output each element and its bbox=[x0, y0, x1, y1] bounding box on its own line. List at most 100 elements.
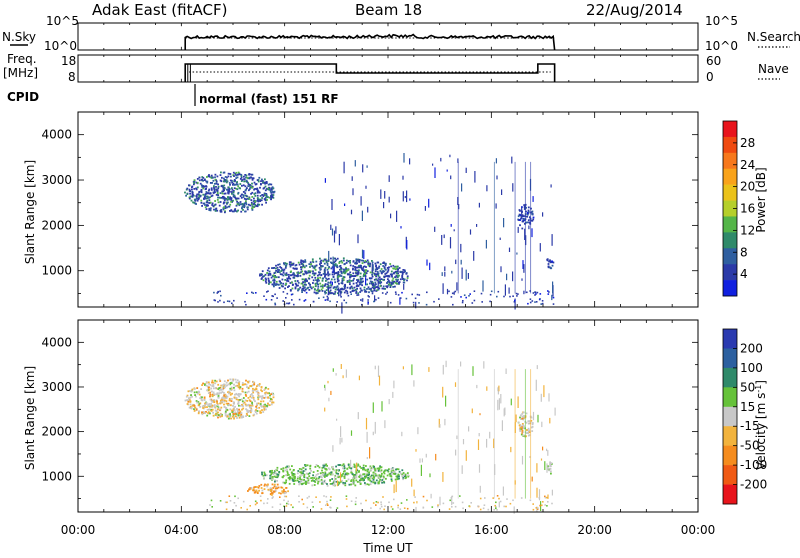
range-cell bbox=[320, 259, 323, 262]
range-cell bbox=[523, 416, 526, 419]
range-cell bbox=[279, 273, 282, 276]
range-cell bbox=[375, 469, 378, 472]
range-cell bbox=[205, 411, 207, 413]
range-cell bbox=[260, 499, 262, 502]
range-cell bbox=[265, 474, 268, 477]
range-cell bbox=[232, 409, 234, 412]
range-cell bbox=[244, 194, 247, 197]
range-cell bbox=[238, 187, 241, 189]
range-cell bbox=[367, 206, 369, 213]
range-cell bbox=[522, 424, 524, 427]
range-cell bbox=[228, 399, 231, 402]
range-cell bbox=[332, 368, 334, 372]
range-cell bbox=[471, 408, 473, 414]
range-cell bbox=[387, 278, 389, 281]
range-cell bbox=[220, 401, 222, 403]
range-cell bbox=[371, 261, 374, 264]
range-cell bbox=[221, 397, 224, 400]
range-cell bbox=[372, 402, 374, 413]
range-cell bbox=[377, 482, 379, 485]
range-cell bbox=[288, 478, 291, 481]
range-cell bbox=[520, 217, 522, 220]
range-cell bbox=[333, 230, 336, 243]
range-cell bbox=[346, 281, 349, 283]
range-cell bbox=[264, 178, 266, 181]
range-cell bbox=[320, 285, 322, 288]
range-cell bbox=[217, 388, 220, 390]
range-cell bbox=[221, 185, 224, 188]
range-cell bbox=[346, 269, 348, 272]
range-cell bbox=[221, 192, 224, 195]
range-cell bbox=[207, 385, 209, 388]
range-cell bbox=[294, 264, 297, 267]
range-cell bbox=[364, 274, 367, 276]
range-cell bbox=[520, 418, 522, 420]
range-cell bbox=[237, 192, 239, 195]
range-cell bbox=[219, 415, 222, 418]
range-cell bbox=[211, 176, 214, 179]
range-cell bbox=[332, 466, 334, 468]
range-cell bbox=[216, 292, 219, 294]
range-cell bbox=[242, 402, 245, 405]
range-cell bbox=[403, 474, 405, 476]
range-cell bbox=[403, 283, 405, 290]
range-cell bbox=[262, 400, 265, 403]
range-cell bbox=[233, 194, 236, 197]
range-cell bbox=[449, 154, 451, 158]
range-cell bbox=[212, 411, 214, 414]
range-cell bbox=[389, 284, 392, 287]
range-cell bbox=[249, 394, 252, 396]
range-cell bbox=[298, 263, 301, 266]
range-cell bbox=[248, 197, 251, 200]
range-cell bbox=[338, 234, 340, 246]
range-cell bbox=[282, 475, 285, 477]
range-cell bbox=[363, 288, 366, 291]
range-cell bbox=[199, 397, 202, 399]
range-cell bbox=[326, 484, 329, 487]
range-cell bbox=[281, 490, 284, 493]
range-cell bbox=[282, 271, 285, 274]
range-cell bbox=[230, 388, 233, 390]
range-cell bbox=[243, 202, 246, 205]
range-cell bbox=[549, 461, 551, 464]
range-cell bbox=[534, 291, 537, 294]
range-cell bbox=[393, 473, 396, 475]
range-cell bbox=[206, 205, 208, 207]
range-cell bbox=[486, 438, 488, 448]
range-cell bbox=[342, 271, 345, 274]
range-cell bbox=[261, 396, 264, 399]
range-cell bbox=[311, 258, 314, 261]
range-cell bbox=[222, 196, 224, 198]
range-cell bbox=[392, 282, 395, 285]
range-cell bbox=[489, 431, 491, 439]
range-cell bbox=[265, 182, 268, 185]
range-cell bbox=[399, 508, 402, 510]
range-cell bbox=[386, 469, 389, 472]
range-cell bbox=[352, 477, 354, 479]
range-cell bbox=[318, 267, 321, 269]
range-cell bbox=[319, 501, 321, 503]
range-streak bbox=[530, 369, 532, 499]
range-cell bbox=[477, 505, 479, 507]
range-cell bbox=[397, 294, 400, 296]
range-cell bbox=[286, 472, 289, 475]
range-cell bbox=[223, 199, 226, 202]
range-cell bbox=[262, 279, 265, 282]
power-data-layer bbox=[184, 153, 555, 314]
power-colorbar-tick: 12 bbox=[740, 223, 755, 237]
range-cell bbox=[271, 469, 273, 472]
range-cell bbox=[362, 280, 364, 283]
range-cell bbox=[223, 403, 225, 406]
velocity-colorbar-segment bbox=[723, 367, 737, 388]
range-cell bbox=[232, 401, 235, 404]
range-cell bbox=[384, 264, 387, 267]
freq-tick-low: 8 bbox=[68, 70, 76, 84]
range-cell bbox=[220, 391, 222, 394]
range-cell bbox=[374, 474, 377, 477]
velocity-colorbar-segment bbox=[723, 465, 737, 485]
range-cell bbox=[335, 265, 338, 268]
range-cell bbox=[222, 190, 224, 193]
range-cell bbox=[270, 183, 273, 186]
range-cell bbox=[376, 289, 379, 291]
range-cell bbox=[377, 273, 380, 276]
